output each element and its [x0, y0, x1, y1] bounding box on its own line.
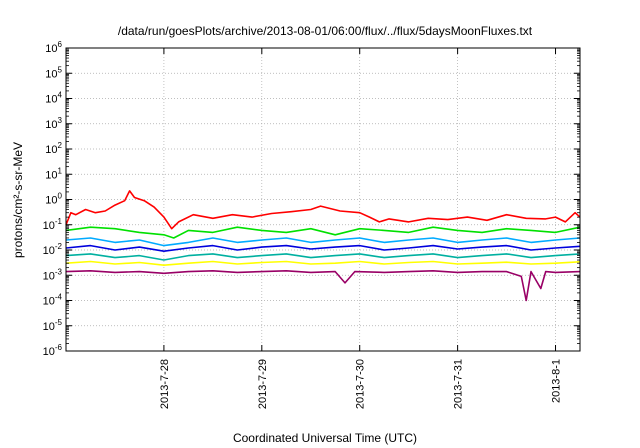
chart-title: /data/run/goesPlots/archive/2013-08-01/0…: [118, 24, 533, 38]
x-tick-label: 2013-7-30: [355, 359, 367, 409]
y-tick-label: 105: [45, 65, 62, 80]
x-tick-label: 2013-7-29: [257, 359, 269, 409]
series-layer: [65, 190, 581, 302]
y-tick-label: 10-4: [43, 293, 63, 308]
x-tick-label: 2013-7-31: [453, 359, 465, 409]
y-tick-label: 106: [45, 40, 62, 55]
y-tick-label: 103: [45, 116, 62, 131]
series-line-7: [65, 269, 581, 302]
series-line-5: [65, 253, 581, 261]
x-tick-label: 2013-7-28: [159, 359, 171, 409]
series-line-4: [65, 244, 581, 252]
grid-layer: [66, 48, 580, 351]
x-tick-label: 2013-8-1: [551, 359, 563, 403]
y-tick-label: 10-5: [43, 318, 63, 333]
y-tick-label: 104: [45, 91, 62, 106]
y-tick-label: 100: [45, 192, 62, 207]
y-tick-label: 101: [45, 166, 62, 181]
y-tick-label: 102: [45, 141, 62, 156]
y-tick-label: 10-1: [43, 217, 63, 232]
axes-layer: 10-6 10-5 10-4 10-3 10-2 10-1 100 101 102 103 104 1…: [43, 40, 581, 409]
y-axis-label: protons/cm²-s-sr-MeV: [11, 142, 25, 258]
x-axis-label: Coordinated Universal Time (UTC): [233, 431, 417, 445]
series-line-1: [65, 190, 581, 230]
series-line-6: [65, 260, 581, 267]
y-tick-label: 10-2: [43, 242, 63, 257]
series-line-3: [65, 237, 581, 247]
y-tick-label: 10-6: [43, 343, 63, 358]
y-tick-label: 10-3: [43, 267, 63, 282]
series-line-2: [65, 226, 581, 239]
